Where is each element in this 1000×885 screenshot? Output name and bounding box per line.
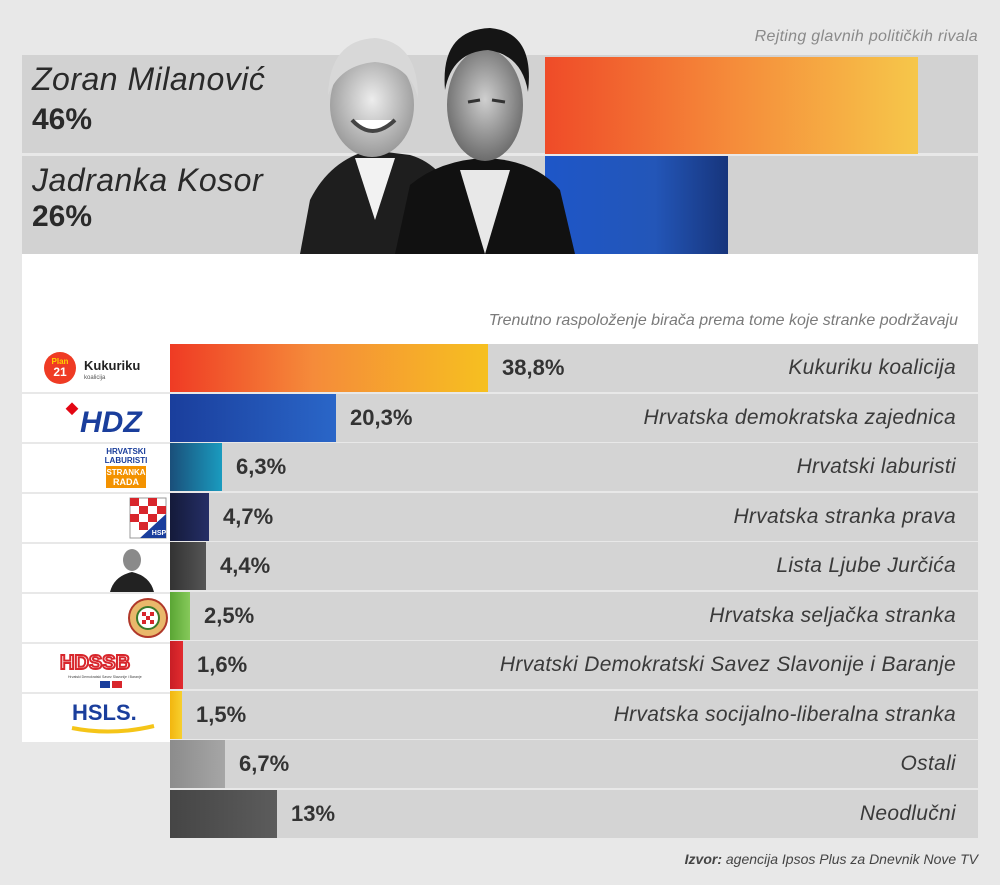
rival-name: Zoran Milanović	[32, 61, 266, 97]
party-value-label: 1,5%	[196, 702, 247, 727]
rival-pct: 46%	[32, 103, 93, 136]
party-name-label: Neodlučni	[859, 802, 956, 825]
rivals-title: Rejting glavnih političkih rivala	[754, 28, 978, 45]
party-bar	[170, 542, 206, 590]
party-value-label: 1,6%	[197, 652, 248, 677]
hdz-logo-text: HDZ	[80, 406, 143, 439]
kukuriku-logo-name: Kukuriku	[84, 358, 140, 373]
party-bar	[170, 740, 225, 788]
hsls-logo-text: HSLS.	[72, 700, 137, 725]
source-text: agencija Ipsos Plus za Dnevnik Nove TV	[721, 851, 978, 867]
white-separator	[22, 254, 978, 344]
hdssb-logo-sub: Hrvatski Demokratski Savez Slavonije i B…	[68, 675, 142, 679]
laburisti-logo-l4: RADA	[113, 477, 139, 487]
logo-cell-kukuriku: Plan 21 Kukuriku koalicija	[22, 344, 170, 392]
kukuriku-logo-num: 21	[53, 365, 67, 379]
party-bar	[170, 493, 209, 541]
hdssb-logo-text: HDSSB	[60, 652, 130, 674]
hdssb-logo: HDSSB Hrvatski Demokratski Savez Slavoni…	[59, 651, 142, 688]
logo-cell-jurcic	[22, 544, 170, 592]
hsls-logo: HSLS.	[71, 700, 155, 734]
party-row: 13% Neodlučni	[170, 790, 978, 838]
logo-cell-hdz: HDZ	[22, 394, 170, 442]
party-name-label: Kukuriku koalicija	[788, 356, 956, 379]
party-value-label: 4,4%	[220, 553, 271, 578]
rival-name: Jadranka Kosor	[32, 162, 264, 198]
party-row: 4,7% Hrvatska stranka prava	[170, 493, 978, 541]
kukuriku-logo: Plan 21 Kukuriku koalicija	[44, 352, 140, 384]
party-row: 6,7% Ostali	[170, 740, 978, 788]
party-row: 20,3% Hrvatska demokratska zajednica	[170, 394, 978, 442]
rival-bar-kosor	[545, 156, 728, 254]
logo-cell-hdssb: HDSSB Hrvatski Demokratski Savez Slavoni…	[22, 644, 170, 692]
party-name-label: Hrvatska stranka prava	[733, 505, 956, 528]
party-row: 38,8% Kukuriku koalicija	[170, 344, 978, 392]
party-row: 1,5% Hrvatska socijalno-liberalna stranka	[170, 691, 978, 739]
party-value-label: 13%	[291, 801, 336, 826]
laburisti-logo-l2: LABURISTI	[105, 456, 148, 465]
logo-cell-hsls: HSLS.	[22, 694, 170, 742]
party-bar	[170, 790, 277, 838]
laburisti-logo: HRVATSKI LABURISTI STRANKA RADA	[105, 447, 148, 488]
party-name-label: Lista Ljube Jurčića	[776, 554, 956, 577]
party-row: 2,5% Hrvatska seljačka stranka	[170, 592, 978, 640]
party-value-label: 38,8%	[502, 355, 565, 380]
party-name-label: Hrvatska demokratska zajednica	[643, 406, 956, 429]
kukuriku-logo-plan: Plan	[52, 357, 69, 366]
party-name-label: Hrvatska socijalno-liberalna stranka	[613, 703, 956, 726]
hsp-logo: HSP	[129, 497, 167, 539]
party-name-label: Hrvatski Demokratski Savez Slavonije i B…	[499, 653, 956, 676]
party-bar	[170, 344, 488, 392]
hdz-logo: HDZ	[65, 402, 143, 439]
party-value-label: 2,5%	[204, 603, 255, 628]
party-value-label: 20,3%	[350, 405, 413, 430]
party-bar	[170, 641, 183, 689]
party-bar	[170, 394, 336, 442]
politicians-photo	[300, 28, 575, 254]
logo-cell-laburisti: HRVATSKI LABURISTI STRANKA RADA	[22, 444, 170, 492]
jurcic-portrait	[110, 549, 154, 592]
source-label: Izvor:	[684, 851, 722, 867]
party-bar	[170, 592, 190, 640]
laburisti-logo-l1: HRVATSKI	[106, 447, 146, 456]
chart-title: Trenutno raspoloženje birača prema tome …	[488, 312, 958, 329]
laburisti-logo-l3: STRANKA	[106, 468, 145, 477]
party-name-label: Hrvatski laburisti	[796, 455, 956, 478]
rival-bar-milanovic	[545, 57, 918, 154]
party-name-label: Hrvatska seljačka stranka	[709, 604, 956, 627]
party-name-label: Ostali	[900, 752, 956, 775]
party-bar	[170, 443, 222, 491]
party-row: 6,3% Hrvatski laburisti	[170, 443, 978, 491]
hss-logo	[128, 598, 168, 638]
party-value-label: 6,7%	[239, 751, 290, 776]
rival-pct: 26%	[32, 200, 93, 233]
party-value-label: 4,7%	[223, 504, 274, 529]
hsp-logo-text: HSP	[152, 530, 167, 537]
party-value-label: 6,3%	[236, 454, 287, 479]
party-row: 1,6% Hrvatski Demokratski Savez Slavonije…	[170, 641, 978, 689]
logo-cell-hss	[22, 594, 170, 642]
source-note: Izvor: agencija Ipsos Plus za Dnevnik No…	[685, 851, 978, 867]
kukuriku-logo-sub: koalicija	[84, 375, 106, 381]
party-bar	[170, 691, 182, 739]
logo-cell-hsp: HSP	[22, 494, 170, 542]
party-row: 4,4% Lista Ljube Jurčića	[170, 542, 978, 590]
